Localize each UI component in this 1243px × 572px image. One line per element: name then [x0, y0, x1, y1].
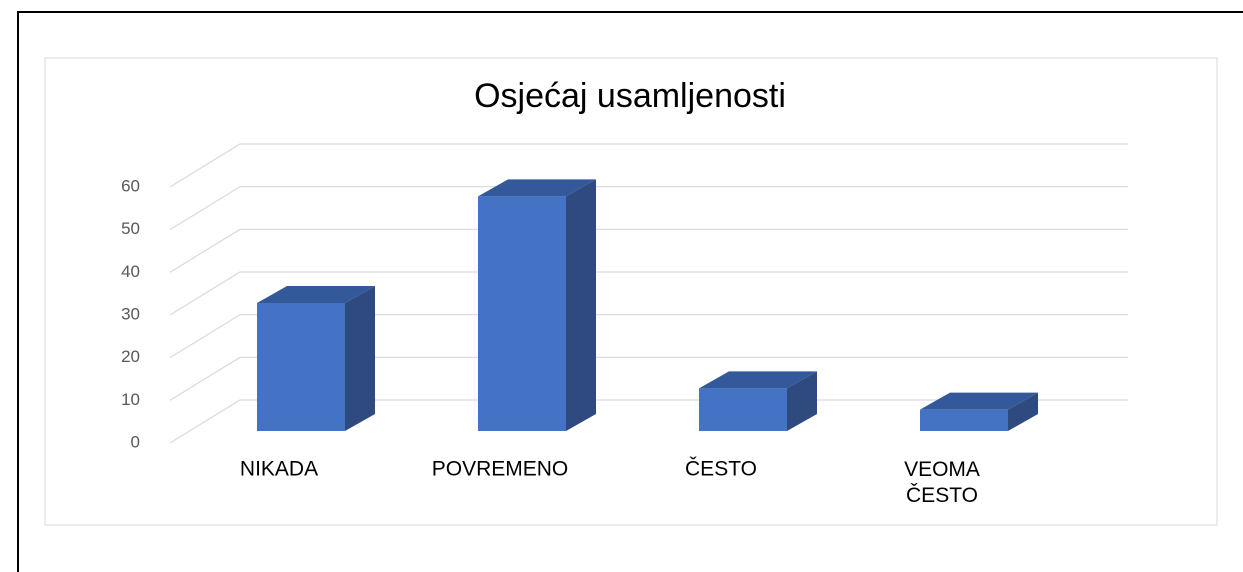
bar-front — [478, 196, 566, 431]
bar-side — [787, 371, 817, 431]
y-tick-label: 0 — [131, 432, 140, 451]
y-tick-label: 60 — [121, 176, 140, 195]
bar-top — [257, 286, 375, 303]
bar-top — [478, 179, 596, 197]
chart-title: Osjećaj usamljenosti — [474, 77, 786, 115]
bar-front — [257, 303, 345, 431]
bar — [920, 392, 1038, 431]
bar-side — [1008, 392, 1038, 431]
grid-line — [169, 186, 1128, 231]
bar-front — [920, 409, 1008, 431]
x-tick-label: VEOMA ČESTO — [904, 458, 980, 507]
grid-line — [169, 356, 1128, 401]
bar — [257, 286, 375, 431]
bar-front — [699, 388, 787, 431]
x-tick-label: NIKADA — [240, 458, 318, 481]
grid-line — [169, 314, 1128, 359]
grid-line — [169, 271, 1128, 316]
y-tick-label: 10 — [121, 390, 140, 409]
grid-line — [169, 143, 1128, 188]
grid-line — [169, 399, 1128, 444]
bar-side — [345, 286, 375, 431]
bar-side — [566, 179, 596, 431]
x-tick-label: POVREMENO — [432, 458, 569, 481]
x-tick-label: ČESTO — [685, 458, 757, 481]
y-tick-label: 40 — [121, 262, 140, 281]
bar-top — [699, 371, 817, 389]
grid-line — [169, 228, 1128, 273]
y-tick-label: 20 — [121, 347, 140, 366]
bar — [699, 371, 817, 431]
chart-area — [44, 57, 1218, 526]
bar — [478, 179, 596, 431]
bar-top — [920, 392, 1038, 410]
y-tick-label: 30 — [121, 304, 140, 323]
y-tick-label: 50 — [121, 219, 140, 238]
